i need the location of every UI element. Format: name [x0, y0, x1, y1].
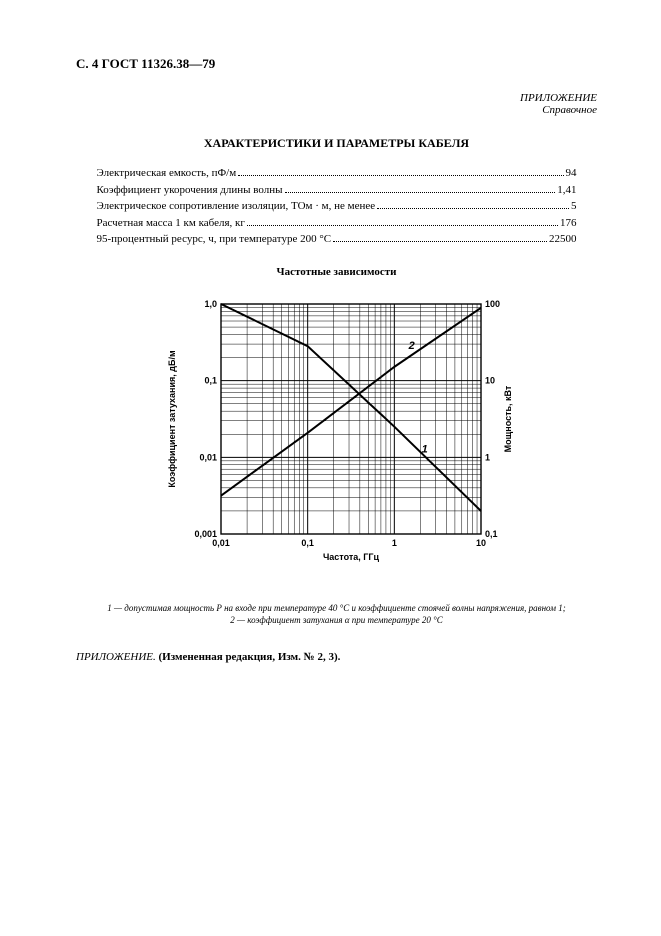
- parameter-value: 22500: [549, 231, 577, 248]
- parameter-row: Электрическая емкость, пФ/м 94: [97, 165, 577, 182]
- leader-dots: [285, 192, 556, 193]
- appendix-title: ПРИЛОЖЕНИЕ: [76, 92, 597, 104]
- section-title: ХАРАКТЕРИСТИКИ И ПАРАМЕТРЫ КАБЕЛЯ: [76, 136, 597, 151]
- parameter-label: 95-процентный ресурс, ч, при температуре…: [97, 231, 332, 248]
- svg-text:0,1: 0,1: [204, 375, 217, 385]
- parameter-label: Электрическое сопротивление изоляции, ТО…: [97, 198, 376, 215]
- svg-text:1: 1: [485, 452, 490, 462]
- svg-text:0,1: 0,1: [485, 529, 498, 539]
- svg-text:2: 2: [407, 340, 414, 352]
- parameter-row: Коэффициент укорочения длины волны 1,41: [97, 182, 577, 199]
- frequency-chart: 120,010,1110Частота, ГГц0,0010,010,11,0К…: [157, 284, 517, 584]
- page-header: С. 4 ГОСТ 11326.38—79: [76, 56, 597, 72]
- parameter-value: 1,41: [557, 182, 576, 199]
- page: С. 4 ГОСТ 11326.38—79 ПРИЛОЖЕНИЕ Справоч…: [0, 0, 661, 936]
- chart-caption: 1 — допустимая мощность Р на входе при т…: [107, 602, 567, 627]
- svg-text:10: 10: [475, 538, 485, 548]
- footer-bold: (Измененная редакция, Изм. № 2, 3).: [158, 651, 340, 663]
- leader-dots: [333, 241, 547, 242]
- leader-dots: [238, 175, 563, 176]
- parameter-row: Электрическое сопротивление изоляции, ТО…: [97, 198, 577, 215]
- svg-text:100: 100: [485, 299, 500, 309]
- svg-text:Мощность, кВт: Мощность, кВт: [503, 385, 513, 452]
- svg-text:1: 1: [421, 443, 427, 455]
- appendix-subtitle: Справочное: [76, 104, 597, 116]
- appendix-block: ПРИЛОЖЕНИЕ Справочное: [76, 92, 597, 116]
- footer-note: ПРИЛОЖЕНИЕ. (Измененная редакция, Изм. №…: [76, 651, 597, 663]
- parameter-label: Расчетная масса 1 км кабеля, кг: [97, 215, 245, 232]
- svg-text:Частота, ГГц: Частота, ГГц: [322, 552, 379, 562]
- parameter-value: 94: [566, 165, 577, 182]
- parameter-label: Электрическая емкость, пФ/м: [97, 165, 237, 182]
- svg-text:0,01: 0,01: [199, 452, 217, 462]
- leader-dots: [377, 208, 569, 209]
- svg-text:Коэффициент затухания, дБ/м: Коэффициент затухания, дБ/м: [167, 350, 177, 488]
- svg-text:0,01: 0,01: [212, 538, 230, 548]
- svg-text:1,0: 1,0: [204, 299, 217, 309]
- parameter-row: Расчетная масса 1 км кабеля, кг 176: [97, 215, 577, 232]
- svg-text:0,1: 0,1: [301, 538, 314, 548]
- svg-text:1: 1: [391, 538, 396, 548]
- parameter-label: Коэффициент укорочения длины волны: [97, 182, 283, 199]
- parameter-list: Электрическая емкость, пФ/м94Коэффициент…: [97, 165, 577, 248]
- parameter-row: 95-процентный ресурс, ч, при температуре…: [97, 231, 577, 248]
- parameter-value: 5: [571, 198, 577, 215]
- svg-text:0,001: 0,001: [194, 529, 217, 539]
- parameter-value: 176: [560, 215, 577, 232]
- leader-dots: [247, 225, 558, 226]
- footer-italic: ПРИЛОЖЕНИЕ.: [76, 651, 156, 663]
- svg-text:10: 10: [485, 375, 495, 385]
- chart-container: 120,010,1110Частота, ГГц0,0010,010,11,0К…: [76, 284, 597, 584]
- chart-title: Частотные зависимости: [76, 266, 597, 278]
